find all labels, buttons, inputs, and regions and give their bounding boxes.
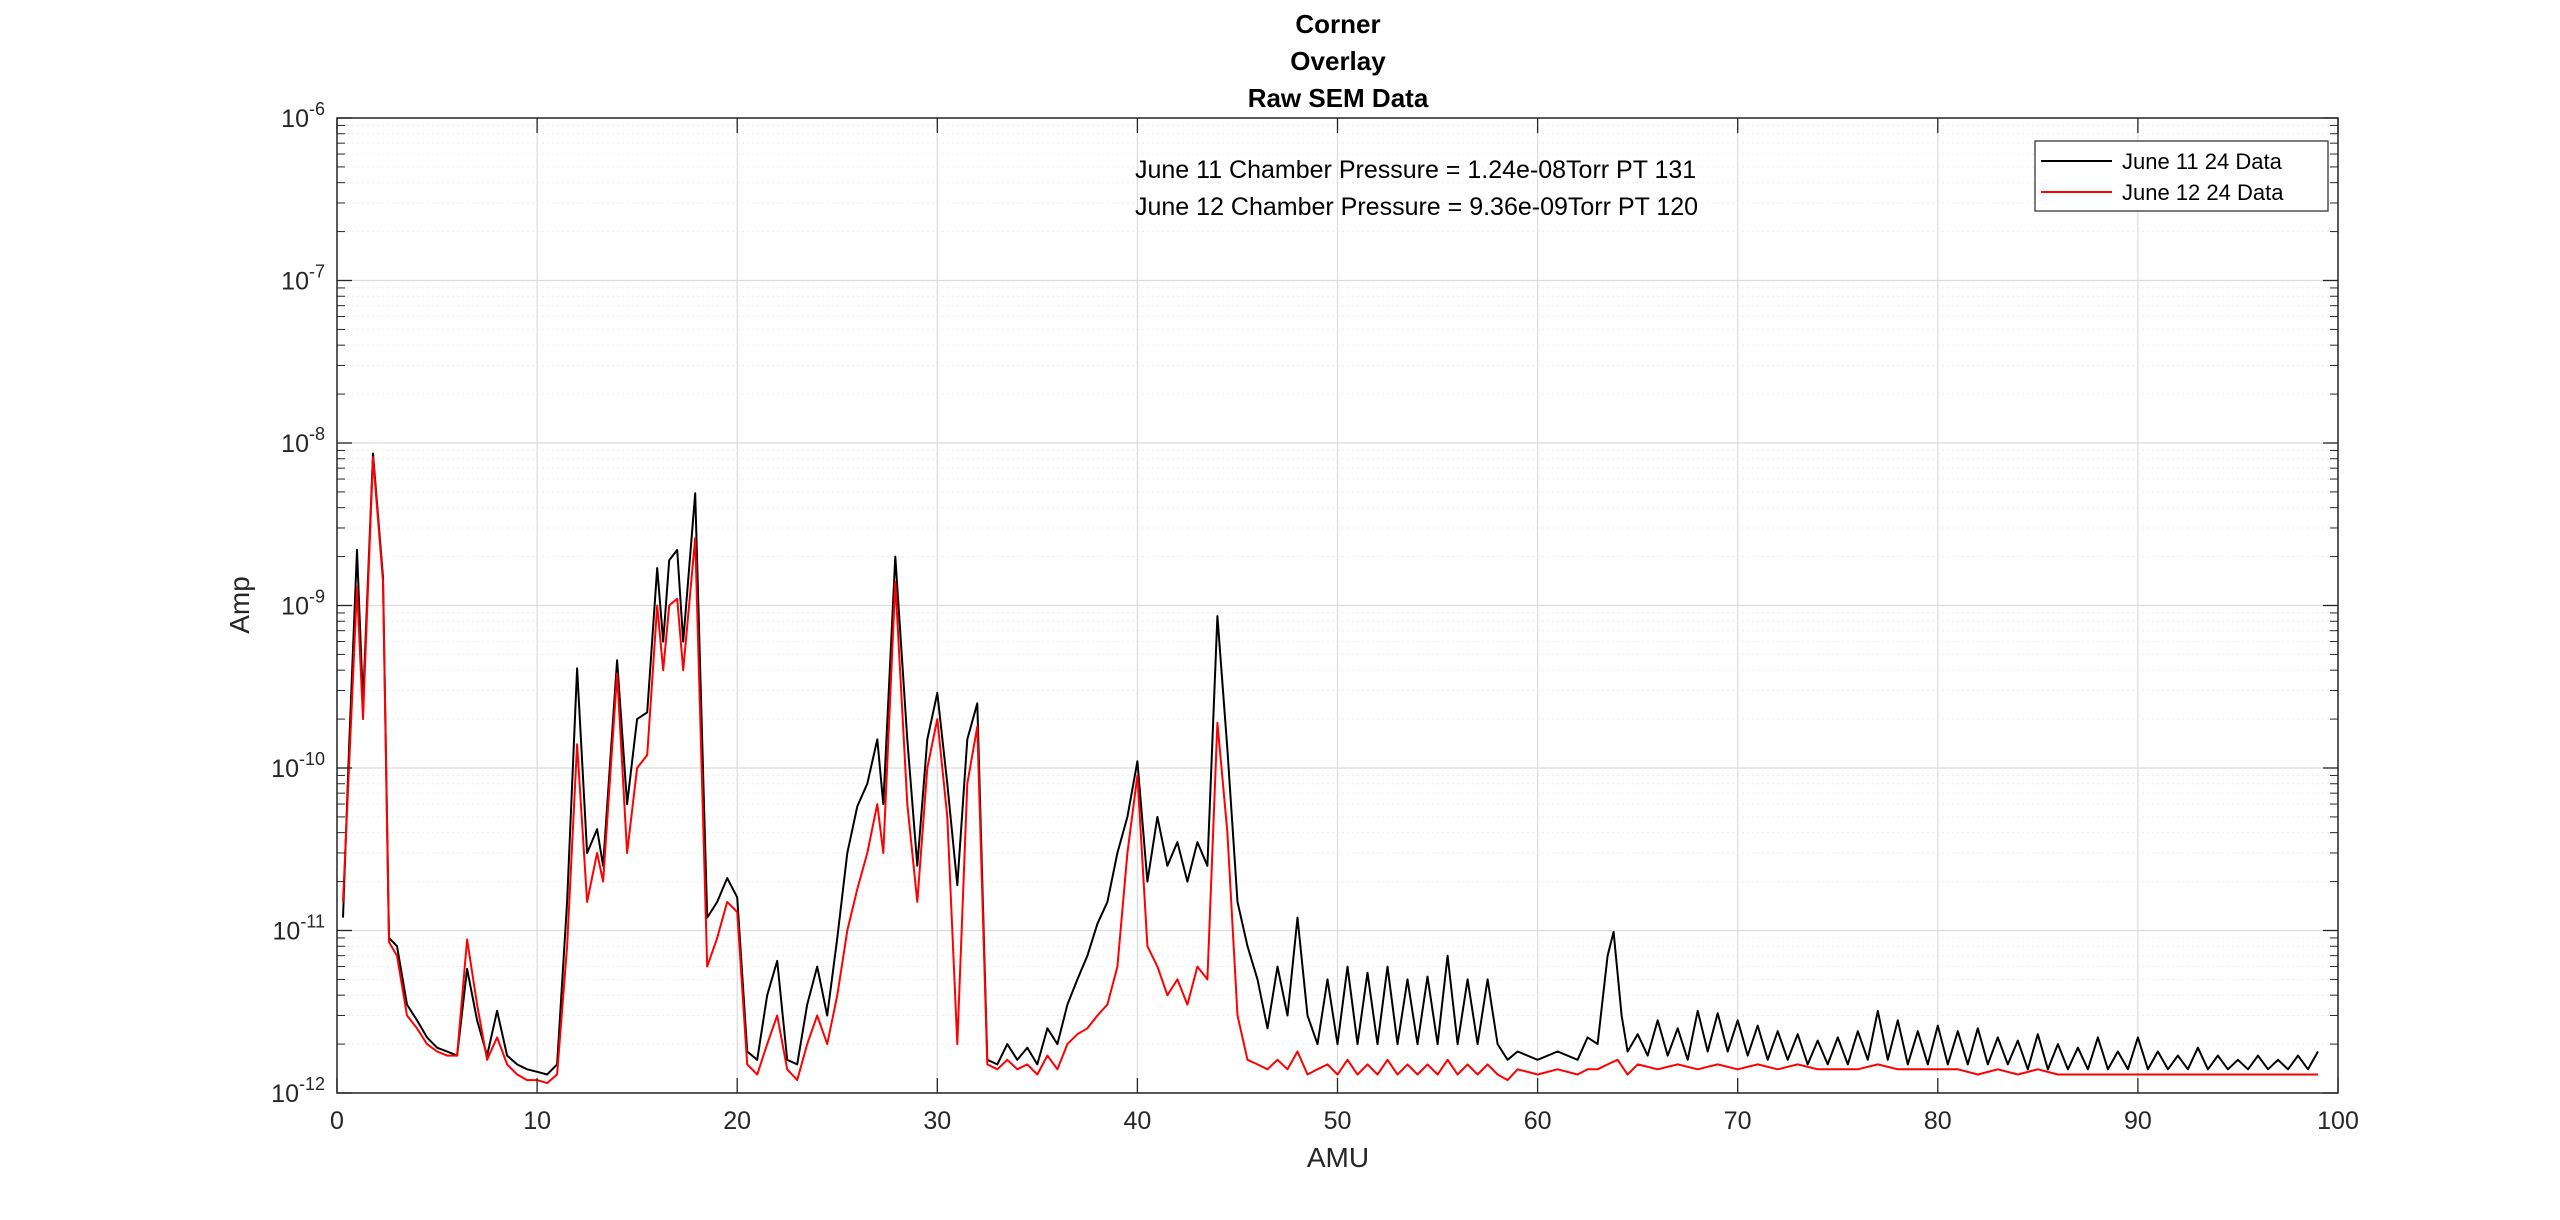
series-layer xyxy=(342,452,2319,1085)
title-line-2: Overlay xyxy=(1290,46,1386,76)
x-tick-label: 80 xyxy=(1924,1107,1952,1135)
series-line-june-12 xyxy=(342,456,2318,1085)
plot-box xyxy=(336,117,2339,1094)
legend-box xyxy=(2034,140,2329,212)
legend-label-june-12: June 12 24 Data xyxy=(2122,180,2284,205)
x-tick-label: 50 xyxy=(1324,1107,1352,1135)
legend: June 11 24 Data June 12 24 Data xyxy=(2034,140,2329,212)
x-tick-label: 0 xyxy=(330,1107,344,1135)
y-tick-label: 10-12 xyxy=(271,1074,325,1108)
legend-label-june-11: June 11 24 Data xyxy=(2122,149,2283,174)
x-tick-label: 10 xyxy=(523,1107,551,1135)
chart-title: Corner Overlay Raw SEM Data xyxy=(1248,9,1429,113)
annotation-box: June 11 Chamber Pressure = 1.24e-08Torr … xyxy=(1135,156,1698,221)
x-tick-label: 30 xyxy=(923,1107,951,1135)
x-axis-label: AMU xyxy=(1307,1142,1369,1173)
y-tick-label: 10-8 xyxy=(281,424,325,458)
y-tick-labels: 10-12 10-11 10-10 10-9 10-8 10-7 10-6 xyxy=(271,99,325,1108)
x-tick-label: 70 xyxy=(1724,1107,1752,1135)
x-tick-label: 40 xyxy=(1123,1107,1151,1135)
annotation-line-1: June 11 Chamber Pressure = 1.24e-08Torr … xyxy=(1135,156,1696,184)
y-axis-label: Amp xyxy=(224,576,255,634)
annotation-line-2: June 12 Chamber Pressure = 9.36e-09Torr … xyxy=(1135,193,1698,221)
x-tick-labels: 0 10 20 30 40 50 60 70 80 90 100 xyxy=(330,1107,2359,1135)
y-tick-label: 10-7 xyxy=(281,262,325,296)
y-tick-label: 10-10 xyxy=(271,749,325,783)
y-tick-label: 10-6 xyxy=(281,99,325,133)
x-tick-label: 20 xyxy=(723,1107,751,1135)
title-line-1: Corner xyxy=(1295,9,1380,39)
y-tick-label: 10-9 xyxy=(281,587,325,621)
x-tick-label: 60 xyxy=(1524,1107,1552,1135)
series-line-june-11 xyxy=(342,452,2319,1076)
x-tick-label: 100 xyxy=(2317,1107,2359,1135)
title-line-3: Raw SEM Data xyxy=(1248,83,1429,113)
x-tick-label: 90 xyxy=(2124,1107,2152,1135)
y-tick-label: 10-11 xyxy=(273,912,326,946)
